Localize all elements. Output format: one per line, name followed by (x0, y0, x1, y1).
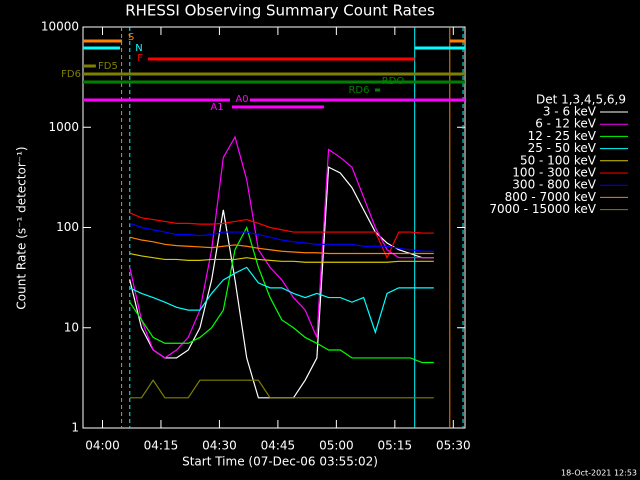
flag-label: RDO (382, 76, 405, 87)
series-line (129, 236, 434, 255)
legend-label: 6 - 12 keV (535, 117, 597, 131)
x-tick-label: 04:00 (85, 439, 120, 453)
flag-label: F (137, 53, 143, 64)
legend-label: 3 - 6 keV (543, 105, 597, 119)
chart-title: RHESSI Observing Summary Count Rates (125, 2, 435, 20)
legend-label: 25 - 50 keV (528, 141, 597, 155)
legend-label: 800 - 7000 keV (505, 190, 597, 204)
series-line (129, 379, 434, 399)
x-axis-label: Start Time (07-Dec-06 03:55:02) (182, 455, 378, 469)
flag-label: N (135, 43, 142, 54)
y-tick-label: 10000 (41, 20, 79, 34)
x-tick-label: 05:30 (436, 439, 471, 453)
x-tick-label: 04:15 (144, 439, 179, 453)
legend-label: 300 - 800 keV (512, 178, 596, 192)
legend-label: 100 - 300 keV (512, 166, 596, 180)
y-tick-label: 10 (64, 320, 79, 334)
flag-label: FD5 (98, 61, 118, 72)
series-line (129, 212, 434, 260)
y-tick-label: 1 (71, 421, 79, 435)
x-tick-label: 05:00 (319, 439, 354, 453)
series-line (129, 252, 434, 263)
flag-label: RD6 (348, 85, 369, 96)
series-line (129, 222, 434, 252)
y-axis-label: Count Rate (s⁻¹ detector⁻¹) (15, 146, 29, 309)
flag-label: A0 (235, 94, 248, 105)
series-line (129, 166, 434, 399)
y-tick-label: 1000 (48, 120, 79, 134)
legend-label: 7000 - 15000 keV (489, 202, 596, 216)
series-line (129, 135, 434, 359)
flag-label: S (128, 32, 134, 43)
series-line (129, 225, 434, 364)
x-tick-label: 04:45 (261, 439, 296, 453)
series-line (129, 266, 434, 335)
x-tick-label: 05:15 (378, 439, 413, 453)
legend-label: 12 - 25 keV (528, 129, 597, 143)
y-tick-label: 100 (56, 220, 79, 234)
flag-label: A1 (210, 102, 223, 113)
legend-label: 50 - 100 keV (520, 153, 597, 167)
legend-title: Det 1,3,4,5,6,9 (536, 93, 626, 107)
flag-label: FD6 (61, 69, 81, 80)
x-tick-label: 04:30 (202, 439, 237, 453)
footer: 18-Oct-2021 12:53 (561, 469, 637, 478)
